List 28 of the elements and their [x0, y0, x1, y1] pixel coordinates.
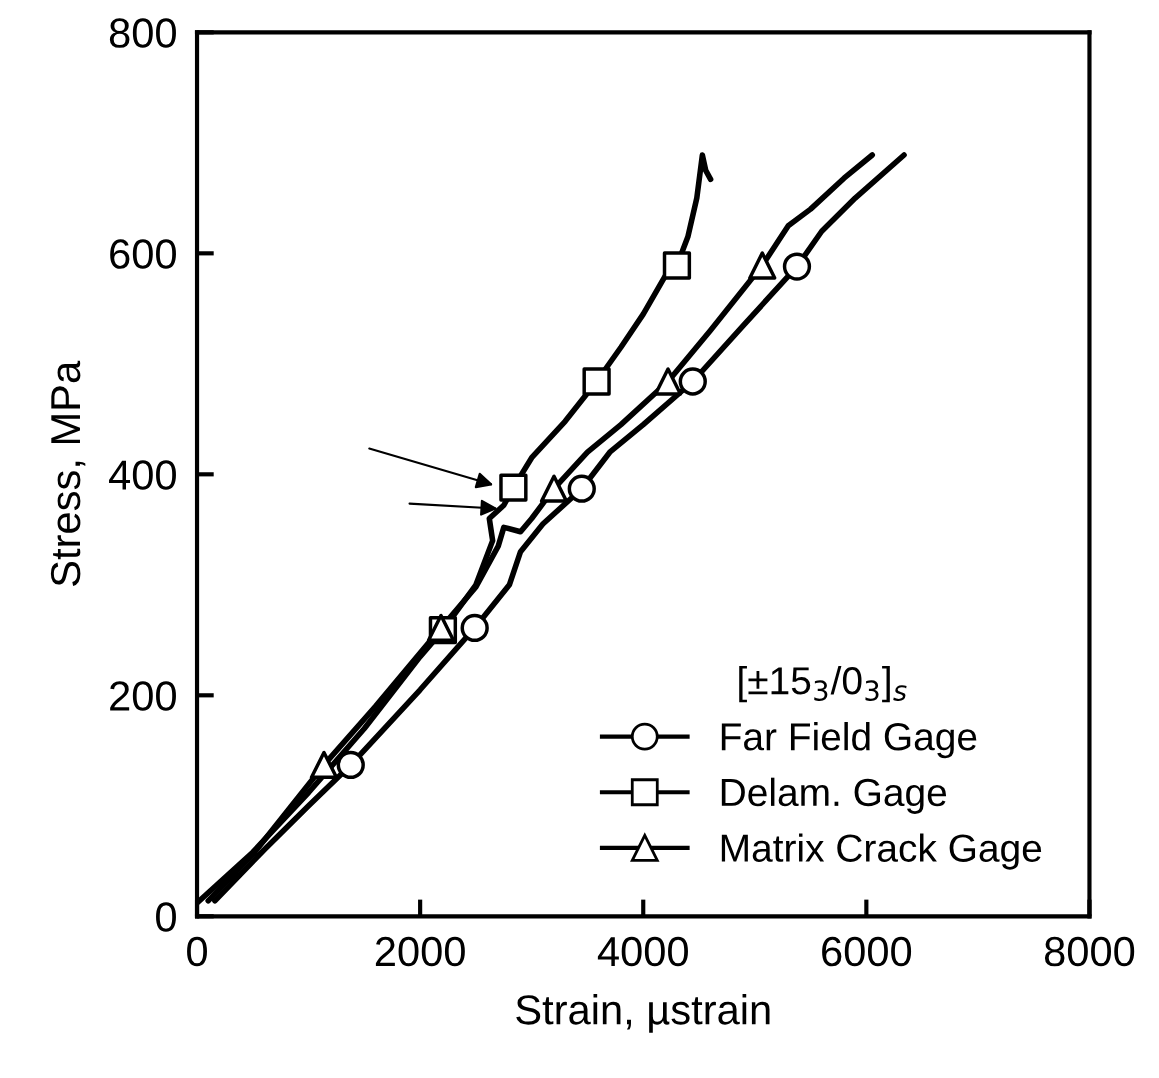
y-axis-title: Stress, MPa [50, 360, 86, 586]
point [582, 367, 611, 396]
point [336, 750, 365, 780]
point [539, 474, 569, 503]
y-tick-label: 800 [109, 18, 176, 48]
y-tick-label: 400 [109, 460, 176, 490]
x-axis-title: Strain, µstrain [516, 994, 770, 1033]
legend-title: [±15$_{3}$/0$_{3}$]$_{s}$ [739, 665, 907, 703]
y-tick-label: 200 [110, 681, 176, 711]
point [567, 474, 596, 503]
point [499, 473, 528, 502]
point [748, 251, 777, 280]
point [309, 750, 339, 780]
y-tick-label: 600 [110, 239, 176, 269]
point [460, 613, 489, 643]
x-tick-label: 8000 [1044, 936, 1135, 967]
x-tick-label: 2000 [375, 936, 465, 967]
legend-label: Matrix Crack Gage [721, 833, 1042, 870]
x-tick-label: 0 [187, 936, 207, 967]
legend-label: Far Field Gage [721, 721, 977, 759]
point [662, 251, 692, 280]
y-tick-label: 0 [156, 902, 176, 932]
point [782, 252, 812, 281]
x-tick-label: 6000 [822, 936, 912, 967]
x-tick-label: 4000 [597, 936, 688, 967]
point [678, 367, 707, 396]
point [653, 367, 683, 396]
legend-label: Delam. Gage [721, 777, 947, 814]
